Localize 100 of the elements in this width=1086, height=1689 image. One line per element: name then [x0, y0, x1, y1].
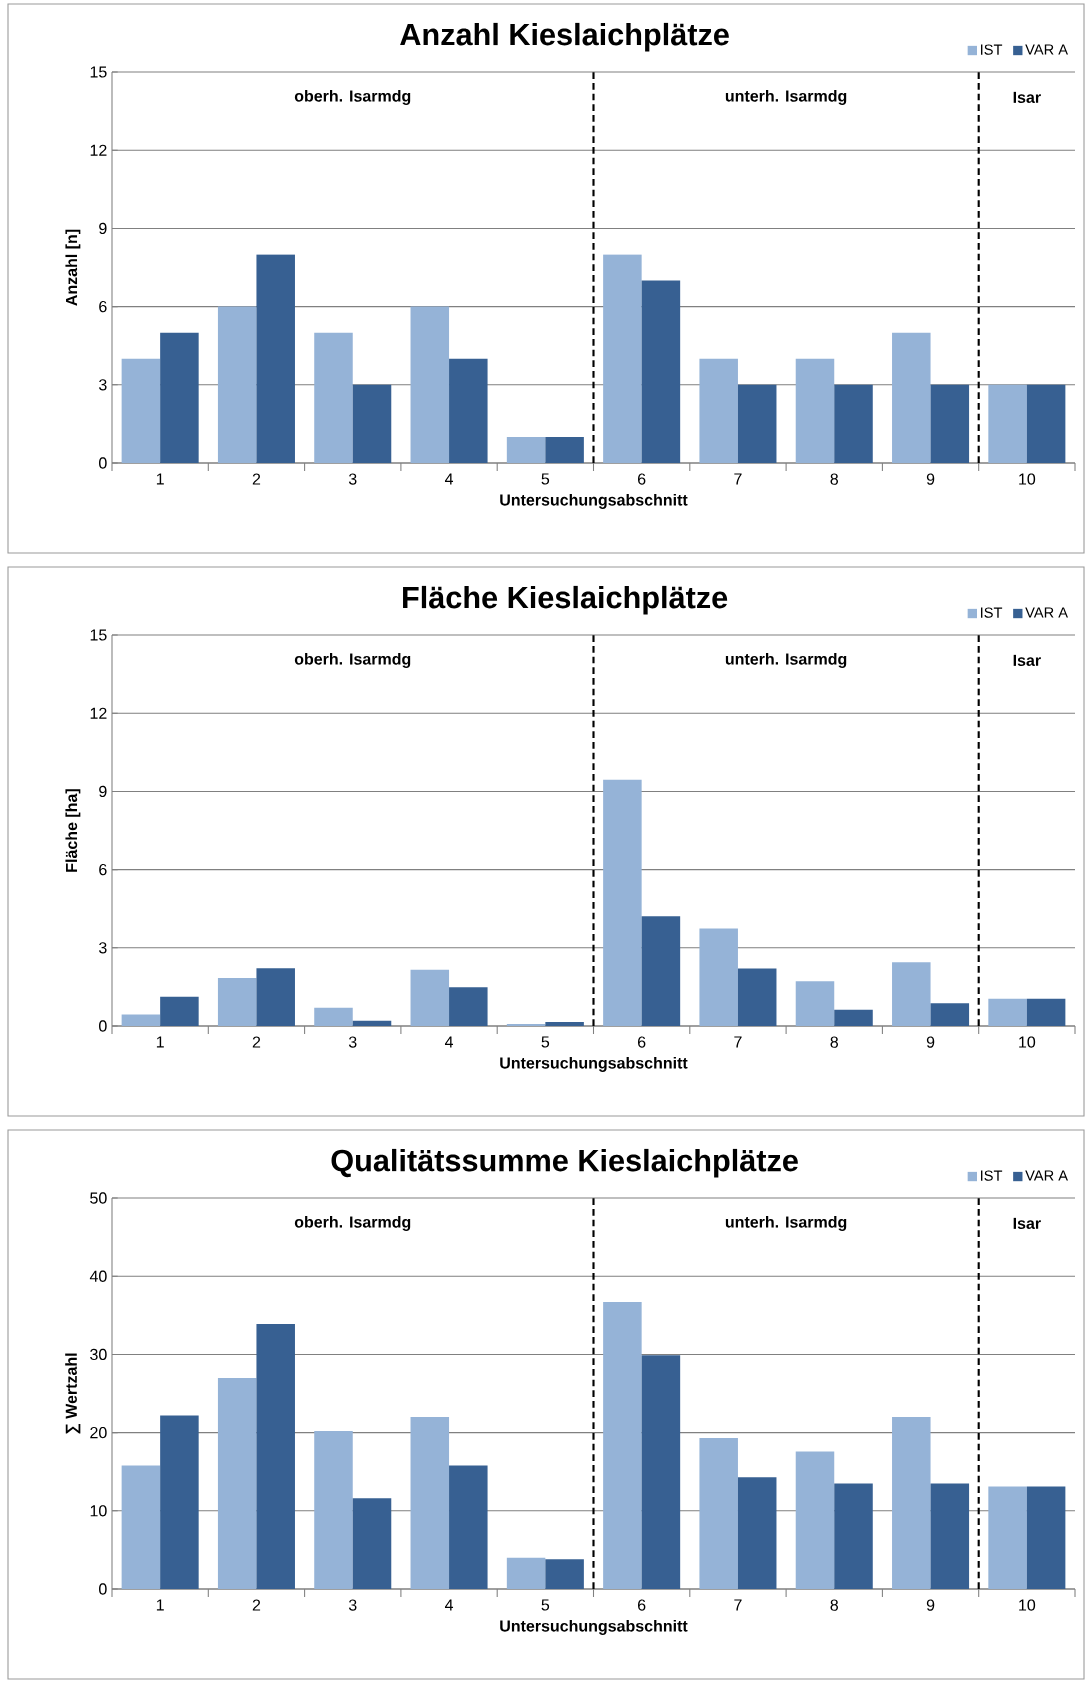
bar	[217, 306, 257, 464]
annotation: unterh. Isarmdg	[725, 1215, 847, 1231]
bar	[506, 436, 546, 464]
bar	[930, 384, 970, 464]
y-tick-label: 12	[90, 144, 107, 156]
bar	[160, 332, 199, 464]
y-tick-label: 50	[90, 1192, 107, 1204]
bar	[121, 1465, 161, 1590]
legend-label: IST	[981, 607, 1003, 618]
legend-label: IST	[981, 1170, 1003, 1181]
bar	[1026, 998, 1066, 1027]
bar	[988, 1486, 1027, 1590]
bar	[603, 254, 642, 464]
bar	[737, 384, 777, 464]
bar	[737, 968, 777, 1027]
bar	[1026, 384, 1066, 464]
bar	[1026, 1486, 1066, 1590]
bar	[352, 1020, 392, 1027]
bar	[410, 969, 450, 1027]
bar	[930, 1483, 970, 1590]
x-tick-label: 3	[348, 473, 357, 485]
bar	[641, 916, 681, 1027]
chart-title: Qualitätssumme Kieslaichplätze	[331, 1148, 798, 1178]
x-tick-label: 1	[156, 1036, 164, 1048]
x-axis-title: Untersuchungsabschnitt	[500, 1619, 688, 1635]
annotation: oberh. Isarmdg	[294, 652, 411, 668]
annotation: Isar	[1013, 91, 1041, 103]
x-tick-label: 10	[1019, 1036, 1036, 1048]
x-tick-label: 9	[926, 1036, 935, 1048]
bar	[352, 384, 392, 464]
bar	[449, 987, 488, 1027]
y-tick-label: 3	[99, 379, 107, 391]
x-tick-label: 8	[830, 1036, 838, 1048]
bar	[545, 436, 584, 464]
annotation: unterh. Isarmdg	[725, 652, 847, 668]
bar	[699, 1438, 738, 1590]
y-tick-label: 9	[99, 785, 107, 798]
bar	[449, 1465, 488, 1590]
x-tick-label: 1	[156, 1599, 164, 1611]
bar	[892, 332, 931, 464]
bar	[699, 928, 738, 1027]
x-tick-label: 1	[156, 473, 164, 485]
y-tick-label: 0	[99, 1020, 107, 1032]
bar	[892, 1416, 931, 1590]
bar	[314, 332, 353, 464]
y-tick-label: 6	[99, 863, 107, 876]
x-axis-title: Untersuchungsabschnitt	[500, 493, 688, 509]
y-tick-label: 9	[99, 222, 107, 235]
y-axis-title: ∑ Wertzahl	[65, 1353, 81, 1434]
x-tick-label: 2	[252, 473, 261, 485]
annotation: oberh. Isarmdg	[294, 89, 411, 105]
bar	[121, 1014, 161, 1027]
x-tick-label: 9	[926, 473, 935, 485]
bar	[795, 981, 835, 1027]
legend-label: VAR A	[1025, 1170, 1069, 1181]
bar	[256, 968, 295, 1027]
bar	[988, 998, 1027, 1027]
y-tick-label: 6	[99, 300, 107, 313]
y-axis-title: Anzahl [n]	[65, 229, 81, 306]
bar	[641, 1355, 681, 1590]
y-tick-label: 15	[90, 629, 107, 641]
bar	[834, 1483, 873, 1590]
annotation: oberh. Isarmdg	[294, 1215, 411, 1231]
bar	[930, 1003, 970, 1027]
x-tick-label: 5	[541, 473, 550, 485]
x-tick-label: 7	[734, 1599, 742, 1611]
bar	[217, 978, 257, 1027]
bar	[545, 1559, 584, 1590]
bar	[217, 1377, 257, 1590]
bar	[603, 1302, 642, 1590]
x-tick-label: 9	[926, 1599, 935, 1611]
chart-title: Fläche Kieslaichplätze	[403, 585, 728, 615]
bar	[449, 358, 488, 464]
x-tick-label: 8	[830, 473, 838, 485]
x-tick-label: 10	[1019, 473, 1036, 485]
bar	[834, 384, 873, 464]
bar	[314, 1431, 353, 1590]
y-tick-label: 10	[90, 1505, 107, 1517]
y-tick-label: 0	[99, 1583, 107, 1595]
bar	[545, 1022, 584, 1027]
bar	[256, 254, 295, 464]
bar	[410, 1416, 450, 1590]
legend-label: IST	[981, 44, 1003, 55]
annotation: unterh. Isarmdg	[725, 89, 847, 105]
bar	[352, 1498, 392, 1590]
bar	[160, 1415, 199, 1590]
bar	[892, 962, 931, 1027]
bar	[121, 358, 161, 464]
y-tick-label: 30	[90, 1348, 107, 1361]
x-tick-label: 7	[734, 1036, 742, 1048]
legend-label: VAR A	[1025, 44, 1069, 55]
bar	[410, 306, 450, 464]
y-tick-label: 12	[90, 707, 107, 719]
y-tick-label: 40	[89, 1270, 107, 1282]
bar	[737, 1477, 777, 1590]
bar	[795, 1451, 835, 1590]
x-tick-label: 4	[444, 473, 454, 485]
chart-title: Anzahl Kieslaichplätze	[400, 22, 729, 52]
x-tick-label: 3	[348, 1599, 357, 1611]
x-tick-label: 4	[444, 1599, 454, 1611]
